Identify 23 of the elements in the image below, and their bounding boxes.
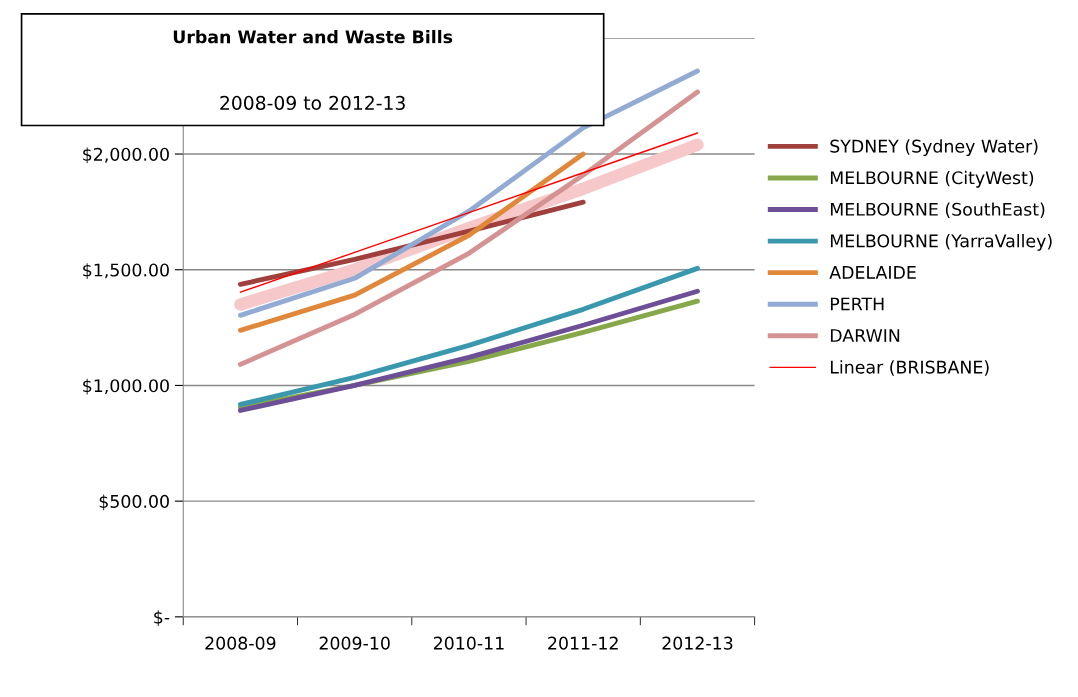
legend-label: MELBOURNE (CityWest): [830, 170, 1034, 188]
line-series: [239, 132, 699, 293]
legend-label: MELBOURNE (SouthEast): [830, 202, 1045, 218]
line-series: [237, 265, 700, 407]
x-tick-label: 2008-09: [205, 636, 276, 650]
x-tick-label: 2010-11: [433, 636, 504, 650]
x-tick-label: 2012-13: [662, 636, 733, 650]
y-tick-label: $1,500.00: [83, 263, 169, 279]
legend-label: ADELAIDE: [829, 266, 916, 279]
y-tick-label: $500.00: [99, 494, 169, 511]
line-series: [237, 151, 586, 333]
y-tick-label: $2,000.00: [83, 147, 169, 164]
x-tick-label: 2009-10: [319, 636, 390, 650]
text: 2008-09 to 2012-13: [220, 95, 405, 110]
legend-label: DARWIN: [830, 329, 900, 342]
legend-label: Linear (BRISBANE): [830, 360, 989, 376]
x-tick-label: 2011-12: [548, 636, 618, 650]
legend-label: MELBOURNE (YarraValley): [830, 233, 1052, 251]
legend-label: SYDNEY (Sydney Water): [830, 139, 1038, 157]
legend-label: PERTH: [830, 297, 884, 311]
y-tick-label: $-: [154, 610, 170, 626]
y-tick-label: $1,000.00: [83, 378, 169, 395]
chart-title: Urban Water and Waste Bills: [173, 29, 453, 44]
